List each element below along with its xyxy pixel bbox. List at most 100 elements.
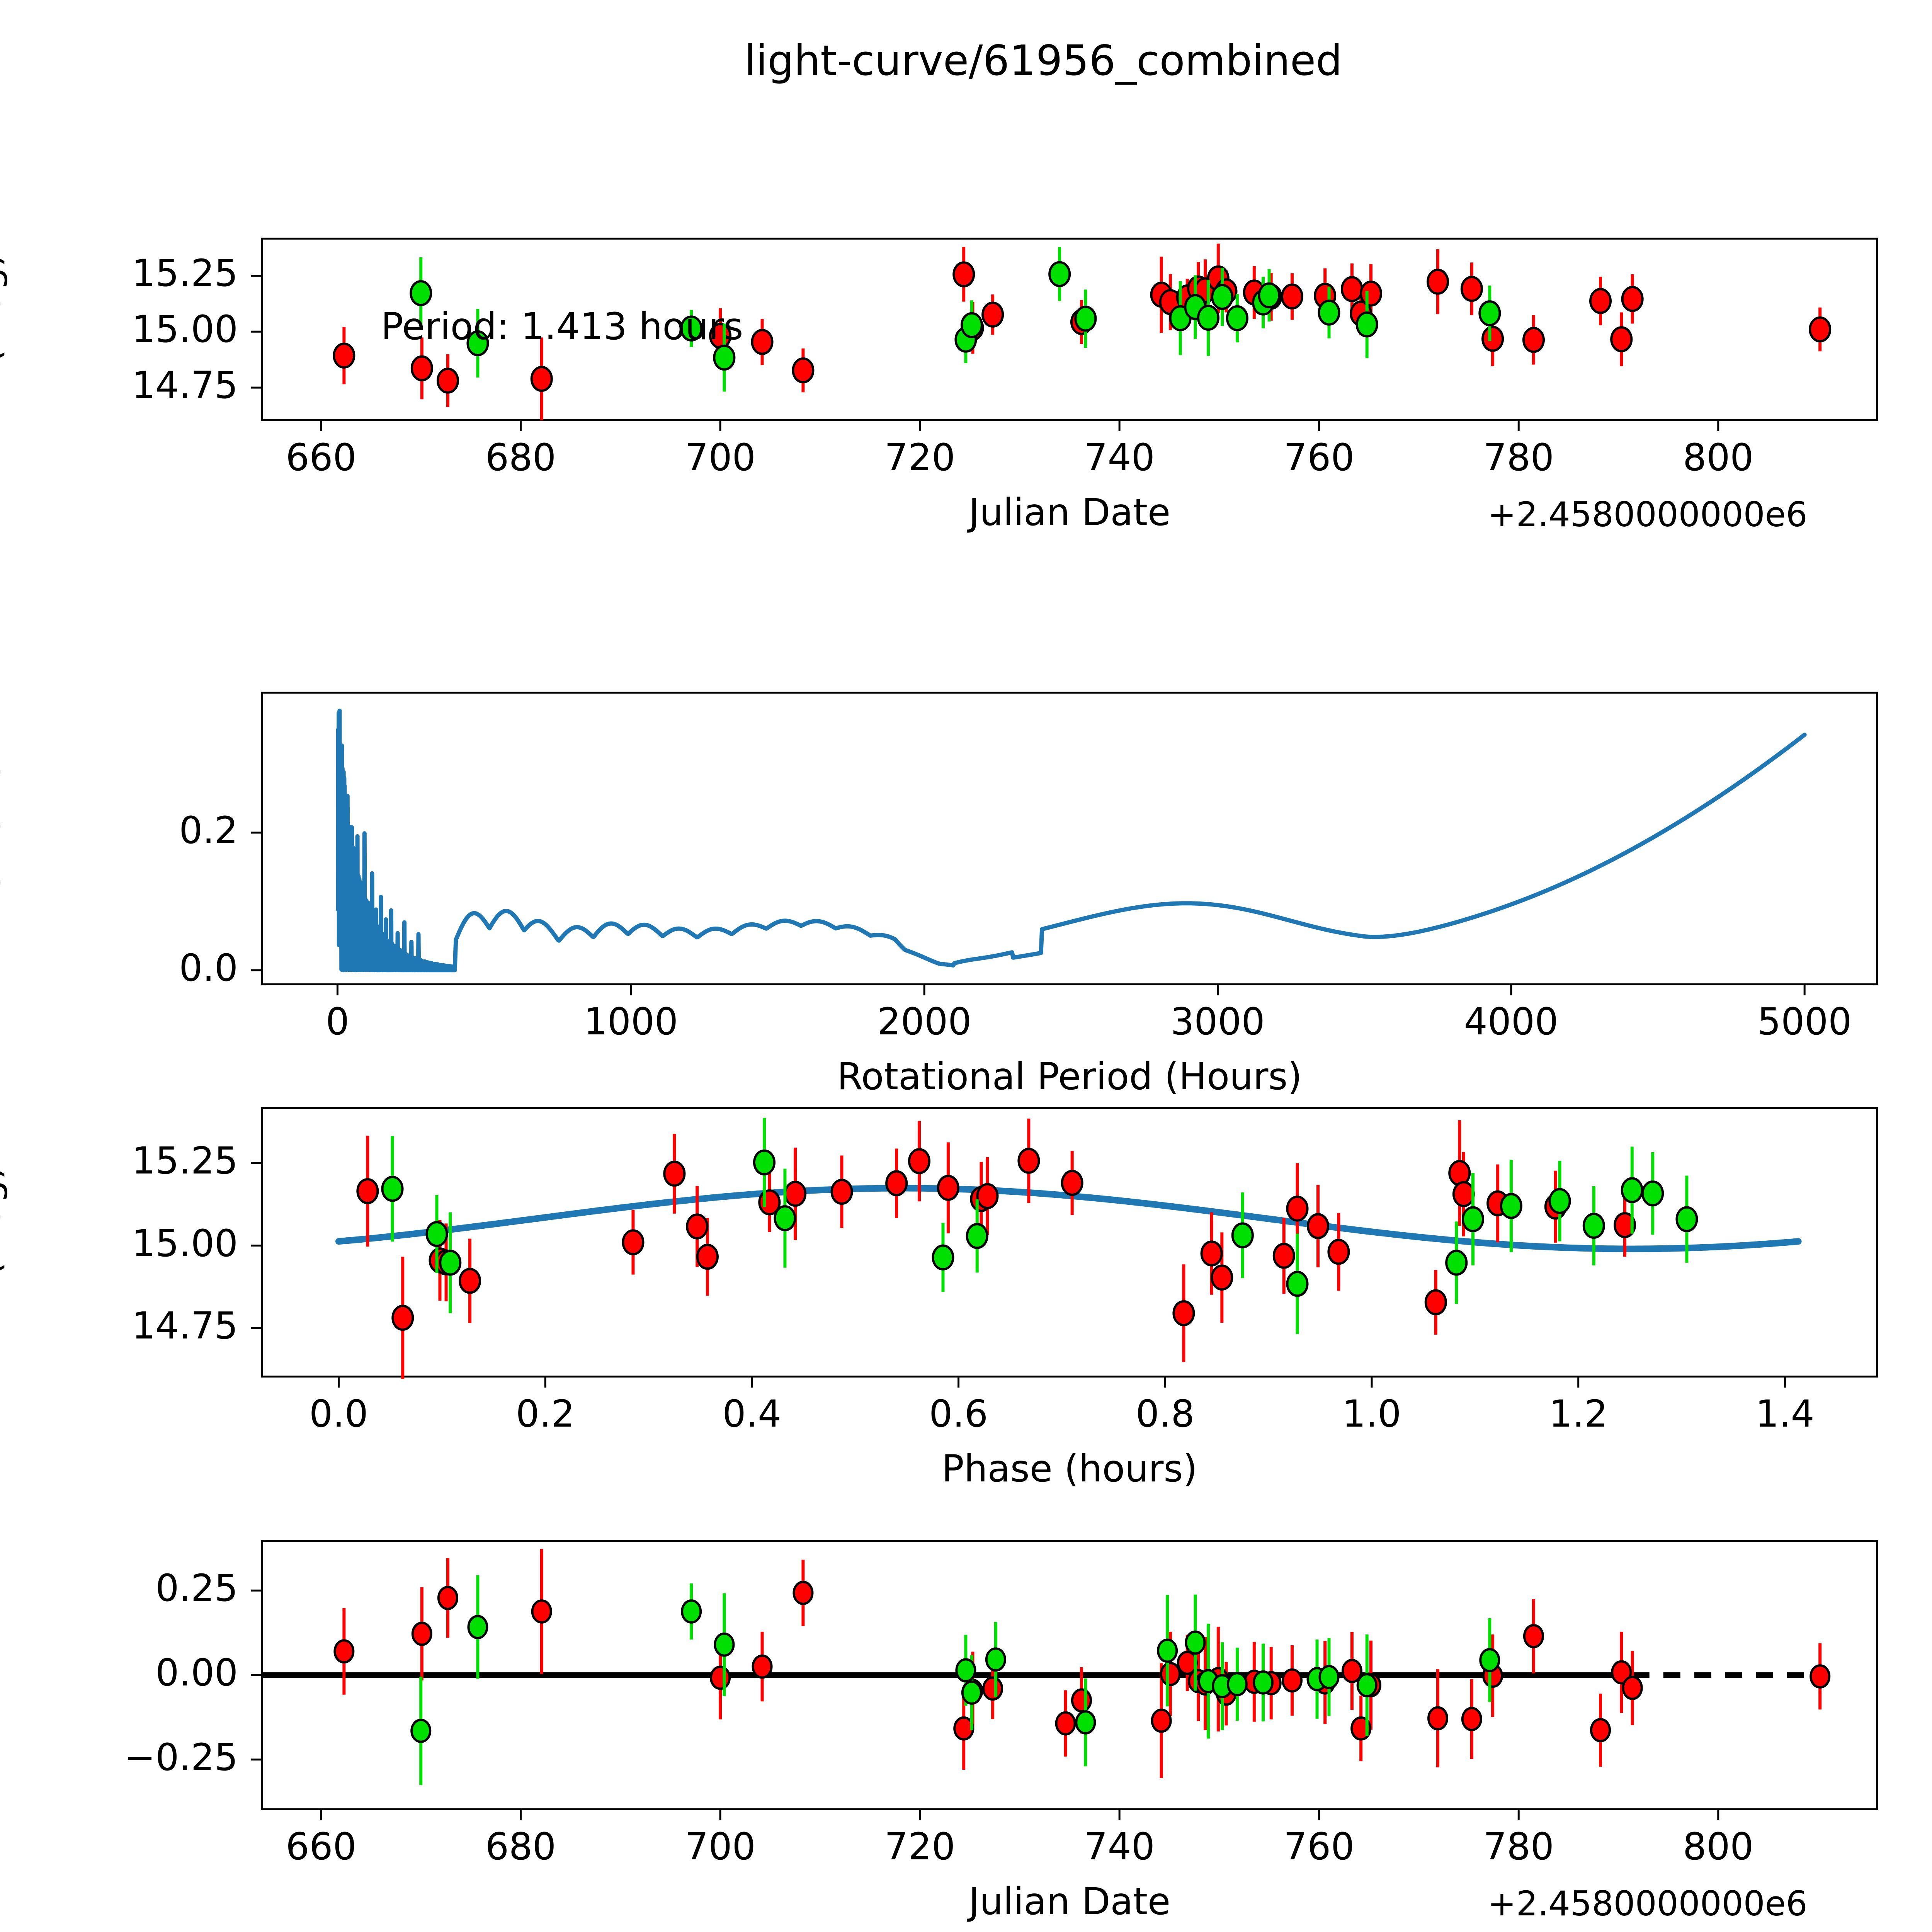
- data-point-marker: [1211, 284, 1234, 310]
- data-point-marker: [467, 1615, 488, 1639]
- axis-y-tick-label: 15.25: [132, 252, 238, 295]
- panel-periodogram: [261, 692, 1878, 985]
- data-point-marker: [436, 367, 459, 394]
- data-point-marker: [976, 1183, 999, 1209]
- data-point-marker: [1286, 1270, 1309, 1297]
- axis-y-tick-label: 0.00: [155, 1651, 238, 1694]
- axis-x-tick-label: 660: [286, 436, 357, 479]
- data-point-marker: [713, 344, 736, 371]
- panel2-x-axis-label: Rotational Period (Hours): [837, 1055, 1302, 1098]
- axis-x-tick-label: 700: [685, 1825, 756, 1868]
- data-point-marker: [410, 1719, 432, 1743]
- data-point-marker: [1590, 1718, 1611, 1742]
- data-point-marker: [1318, 1665, 1340, 1689]
- data-point-marker: [1641, 1180, 1664, 1207]
- data-point-marker: [1071, 1688, 1092, 1713]
- data-point-marker: [1286, 1196, 1309, 1222]
- data-point-marker: [1461, 1206, 1484, 1232]
- data-point-marker: [1075, 1710, 1096, 1735]
- axis-x-tick-label: 680: [485, 1825, 556, 1868]
- axis-y-tick-label: −0.25: [124, 1735, 238, 1779]
- data-point-marker: [1258, 282, 1281, 309]
- axis-x-tick-label: 0: [325, 1000, 349, 1043]
- data-point-marker: [686, 1213, 709, 1240]
- axis-x-tick-label: 3000: [1170, 1000, 1265, 1043]
- axis-x-tick-label: 1.2: [1549, 1392, 1608, 1435]
- axis-x-tick-label: 2000: [877, 1000, 972, 1043]
- data-point-marker: [966, 1223, 988, 1249]
- data-point-marker: [1306, 1213, 1329, 1239]
- axis-x-tick-label: 720: [884, 1825, 956, 1868]
- axis-y-tick-label: 15.25: [132, 1139, 238, 1183]
- data-point-marker: [530, 366, 553, 392]
- data-point-marker: [1172, 1300, 1195, 1327]
- axis-x-tick-label: 0.6: [929, 1392, 988, 1435]
- axis-x-tick-label: 0.0: [309, 1392, 368, 1435]
- data-point-marker: [1017, 1148, 1040, 1174]
- axis-x-tick-label: 760: [1284, 1825, 1355, 1868]
- axis-x-tick-label: 4000: [1464, 1000, 1558, 1043]
- data-point-marker: [908, 1148, 931, 1174]
- data-point-marker: [459, 1268, 481, 1294]
- data-point-marker: [1589, 288, 1612, 314]
- sinusoid-fit-curve: [335, 1185, 1802, 1252]
- panel-phase-folded: [261, 1107, 1878, 1378]
- data-point-marker: [830, 1179, 853, 1205]
- data-point-marker: [952, 261, 975, 287]
- data-point-marker: [1281, 1668, 1303, 1693]
- data-point-marker: [792, 357, 815, 384]
- data-point-marker: [663, 1160, 686, 1187]
- data-series-red: [333, 1549, 1831, 1778]
- axis-y-tick-label: 15.00: [132, 308, 238, 351]
- data-point-marker: [1675, 1206, 1698, 1232]
- data-point-marker: [1461, 1707, 1482, 1731]
- data-point-marker: [1610, 326, 1633, 352]
- panel4-axis-offset-text: +2.4580000000e6: [1488, 1884, 1808, 1923]
- data-point-marker: [1481, 326, 1504, 352]
- data-point-marker: [1809, 316, 1832, 343]
- data-point-marker: [1523, 1624, 1544, 1648]
- panel1-axis-offset-text: +2.4580000000e6: [1488, 495, 1808, 534]
- data-point-marker: [1226, 1672, 1248, 1696]
- axis-y-tick-label: 0.2: [179, 808, 238, 852]
- data-point-marker: [1478, 300, 1501, 327]
- data-point-marker: [531, 1599, 552, 1624]
- axis-x-tick-label: 660: [286, 1825, 357, 1868]
- data-point-marker: [793, 1581, 814, 1605]
- data-point-marker: [1460, 276, 1483, 302]
- data-point-marker: [391, 1304, 414, 1331]
- data-point-marker: [1074, 306, 1097, 332]
- data-point-marker: [1810, 1664, 1831, 1689]
- data-point-marker: [1611, 1660, 1632, 1685]
- data-point-marker: [710, 1665, 731, 1690]
- data-point-marker: [1445, 1250, 1468, 1276]
- data-series-green: [410, 247, 1501, 392]
- data-point-marker: [1427, 1706, 1449, 1731]
- periodogram-curve: [336, 708, 1807, 973]
- data-point-marker: [1197, 304, 1219, 331]
- data-point-marker: [955, 1658, 976, 1683]
- data-point-marker: [981, 301, 1004, 328]
- axis-x-tick-label: 0.4: [722, 1392, 782, 1435]
- data-point-marker: [960, 312, 983, 338]
- data-point-marker: [1160, 1662, 1181, 1686]
- data-point-marker: [982, 1676, 1003, 1701]
- data-point-marker: [1479, 1648, 1500, 1672]
- data-point-marker: [753, 1149, 776, 1176]
- figure-title: light-curve/61956_combined: [744, 37, 1342, 85]
- data-series-green: [381, 1118, 1698, 1334]
- axis-x-tick-label: 800: [1683, 1825, 1754, 1868]
- data-point-marker: [985, 1647, 1006, 1672]
- data-point-marker: [1622, 1675, 1643, 1700]
- data-point-marker: [1226, 305, 1248, 332]
- data-point-marker: [1318, 299, 1340, 326]
- data-point-marker: [752, 1654, 773, 1679]
- data-point-marker: [1048, 261, 1071, 287]
- data-point-marker: [1157, 1638, 1178, 1663]
- data-point-marker: [1253, 1670, 1274, 1695]
- axis-x-tick-label: 720: [884, 436, 956, 479]
